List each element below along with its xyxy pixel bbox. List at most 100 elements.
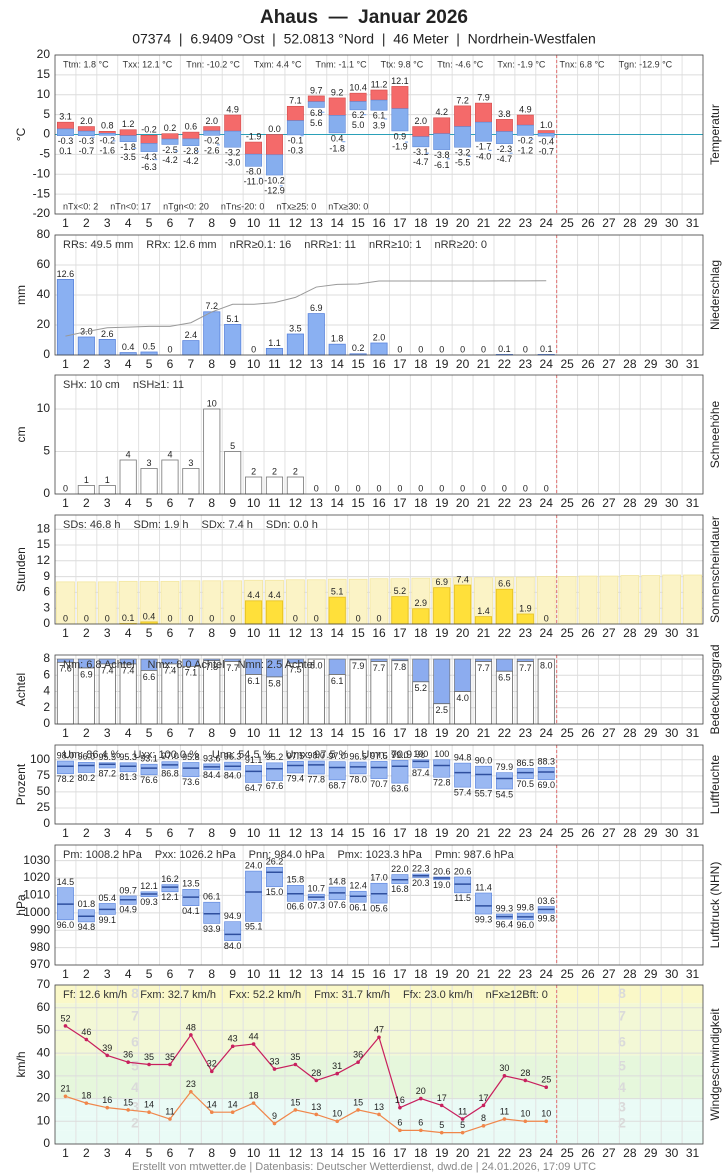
y-tick-label: 60 (37, 1000, 51, 1014)
y-tick-label: 80 (37, 227, 51, 241)
ground-min-label: -0.7 (538, 146, 554, 156)
min-label: 6.8 (310, 108, 323, 118)
x-tick-label: 18 (414, 1146, 428, 1160)
y-tick-label: 0 (43, 127, 50, 141)
x-tick-label: 17 (393, 357, 407, 371)
bar (328, 343, 346, 356)
bar (98, 485, 116, 495)
x-tick-label: 1 (62, 1146, 69, 1160)
beaufort-label: 7 (131, 1008, 139, 1024)
x-tick-label: 30 (665, 357, 679, 371)
point (147, 1110, 151, 1114)
min-label: -3.1 (413, 147, 429, 157)
bar (265, 600, 284, 625)
x-tick-label: 12 (289, 626, 303, 640)
bar (140, 468, 158, 495)
bar (454, 584, 472, 625)
x-tick-label: 14 (331, 496, 345, 510)
stat-text: SDn: 0.0 h (266, 519, 318, 531)
value-label: 0 (418, 344, 423, 354)
x-tick-label: 2 (83, 496, 90, 510)
min-label: 11.5 (454, 893, 471, 903)
cover-bar (495, 658, 513, 672)
x-tick-label: 2 (83, 726, 90, 740)
bar (245, 476, 263, 495)
min-label: 93.9 (203, 924, 221, 934)
beaufort-label: 7 (618, 1008, 626, 1024)
max-label: 3.1 (59, 112, 72, 122)
max-label: 1.2 (122, 119, 135, 129)
max-bar (454, 105, 472, 127)
value-label: 0.1 (122, 613, 135, 623)
x-tick-label: 15 (351, 626, 365, 640)
bar (203, 311, 221, 356)
y-tick-label: -10 (33, 166, 51, 180)
max-label: 94.8 (454, 752, 472, 762)
value-label: 7.4 (164, 665, 177, 675)
x-tick-label: 31 (686, 496, 700, 510)
x-tick-label: 2 (83, 626, 90, 640)
plot-background (55, 845, 703, 965)
min-label: 70.5 (517, 779, 535, 789)
x-tick-label: 28 (623, 1146, 637, 1160)
range-bar (349, 761, 367, 775)
x-tick-label: 24 (540, 726, 554, 740)
x-tick-label: 12 (289, 496, 303, 510)
range-bar (266, 762, 283, 781)
point (460, 1117, 465, 1121)
x-tick-label: 8 (208, 1146, 215, 1160)
value-label: 0 (356, 483, 361, 493)
value-label: 2.9 (415, 598, 428, 608)
min-bar (328, 115, 346, 134)
x-tick-label: 20 (456, 626, 470, 640)
x-tick-label: 21 (477, 826, 491, 840)
min-label: 55.7 (475, 789, 493, 799)
stat-text: Fxx: 52.2 km/h (229, 989, 301, 1001)
stat-text: Tnn: -10.2 °C (186, 59, 240, 69)
range-bar (77, 762, 95, 773)
max-label: 95.5 (98, 752, 116, 762)
value-label: 1 (84, 475, 89, 485)
min-bar (391, 108, 409, 132)
x-tick-label: 6 (167, 216, 174, 230)
x-tick-label: 3 (104, 626, 111, 640)
max-label: 97.0 (161, 751, 179, 761)
bar (161, 459, 179, 495)
panel-title: Luftfeuchte (708, 754, 722, 814)
value-label: 32 (207, 1059, 217, 1069)
min-bar (349, 101, 367, 111)
x-tick-label: 21 (477, 496, 491, 510)
plot-frame (54, 984, 704, 1145)
stat-text: nRR≥10: 1 (369, 239, 422, 251)
min-label: 72.8 (433, 778, 451, 788)
value-label: 0 (167, 613, 172, 623)
point (105, 1105, 110, 1110)
value-label: 1.1 (268, 338, 281, 348)
cover-bar (454, 658, 472, 692)
x-tick-label: 27 (602, 826, 616, 840)
min-label: 87.2 (98, 768, 116, 778)
x-tick-label: 4 (125, 216, 132, 230)
x-tick-label: 1 (62, 826, 69, 840)
min-label: -0.2 (518, 136, 534, 146)
range-bar (433, 759, 451, 778)
value-label: 7.7 (477, 663, 490, 673)
ground-min-label: -3.5 (120, 152, 136, 162)
max-label: 86.5 (517, 758, 535, 768)
stat-text: nFx≥12Bft: 0 (486, 989, 548, 1001)
x-tick-label: 14 (331, 216, 345, 230)
x-tick-label: 27 (602, 496, 616, 510)
x-tick-label: 4 (125, 1146, 132, 1160)
x-tick-label: 9 (229, 357, 236, 371)
value-label: 6.6 (498, 579, 511, 589)
max-label: 96.5 (349, 751, 367, 761)
plot-frame (54, 514, 704, 625)
y-tick-label: 60 (37, 257, 51, 271)
bar (182, 340, 200, 356)
value-label: 2.4 (185, 330, 198, 340)
max-bar (182, 131, 200, 140)
min-label: 69.0 (537, 780, 555, 790)
value-label: 0.4 (143, 611, 156, 621)
value-label: 2.0 (373, 332, 386, 342)
stat-text: Pxx: 1026.2 hPa (155, 849, 237, 861)
